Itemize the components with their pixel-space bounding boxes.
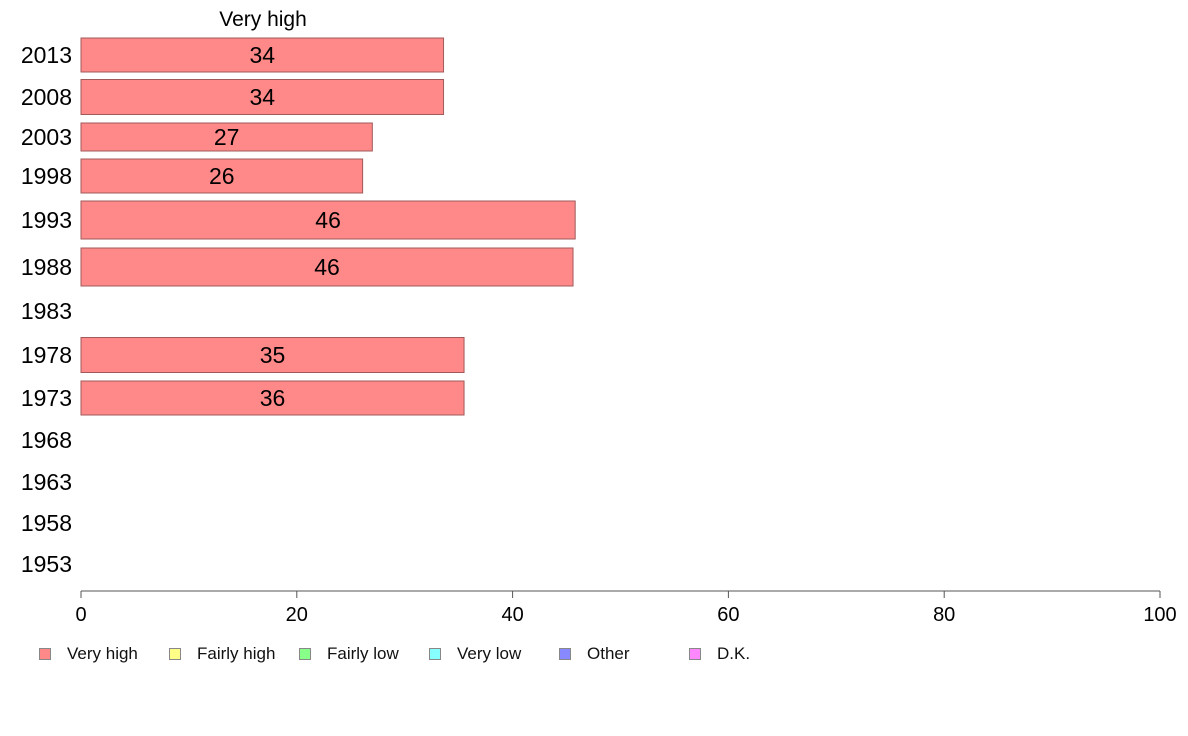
legend-label: Other <box>587 644 630 663</box>
bar <box>80 247 574 287</box>
x-tick-label: 0 <box>75 604 86 626</box>
legend-label: Very high <box>67 644 138 663</box>
category-label: 1963 <box>21 469 72 495</box>
category-label: 1993 <box>21 207 72 233</box>
bar <box>80 79 445 115</box>
legend-label: Fairly low <box>327 644 399 663</box>
legend: Very high Fairly high Fairly low Very low Ot… <box>39 644 1139 666</box>
bar-chart-svg: Very high 2013 34 2008 34 2003 27 1998 26 1993 46 1… <box>21 8 1177 626</box>
legend-label: D.K. <box>717 644 751 663</box>
bar <box>80 200 576 240</box>
legend-swatch <box>689 648 701 660</box>
category-label: 1978 <box>21 342 72 368</box>
legend-label: Very low <box>457 644 522 663</box>
legend-item: Very low <box>429 644 521 664</box>
category-label: 1983 <box>21 298 72 324</box>
x-tick-label: 80 <box>933 604 955 626</box>
legend-swatch <box>429 648 441 660</box>
category-label: 2013 <box>21 42 72 68</box>
legend-item: Other <box>559 644 630 664</box>
bar <box>80 337 465 373</box>
category-label: 1998 <box>21 163 72 189</box>
x-tick-label: 100 <box>1143 604 1176 626</box>
legend-item: Fairly high <box>169 644 275 664</box>
data-label: 46 <box>314 254 340 280</box>
legend-swatch <box>169 648 181 660</box>
category-label: 2003 <box>21 124 72 150</box>
category-label: 1958 <box>21 510 72 536</box>
x-tick-label: 60 <box>717 604 739 626</box>
legend-swatch <box>559 648 571 660</box>
data-label: 27 <box>214 124 240 150</box>
legend-swatch <box>299 648 311 660</box>
legend-label: Fairly high <box>197 644 276 663</box>
data-label: 35 <box>260 342 286 368</box>
category-label: 1968 <box>21 427 72 453</box>
category-label: 2008 <box>21 84 72 110</box>
category-label: 1988 <box>21 254 72 280</box>
data-label: 34 <box>249 84 275 110</box>
legend-item: Very high <box>39 644 138 664</box>
bar <box>80 380 465 416</box>
data-label: 36 <box>260 385 286 411</box>
legend-item: Fairly low <box>299 644 399 664</box>
x-tick-label: 20 <box>286 604 308 626</box>
data-label: 46 <box>315 207 341 233</box>
chart-title: Very high <box>219 8 307 31</box>
bar <box>80 122 373 152</box>
legend-swatch <box>39 648 51 660</box>
category-label: 1953 <box>21 551 72 577</box>
data-label: 34 <box>249 42 275 68</box>
data-label: 26 <box>209 163 235 189</box>
category-label: 1973 <box>21 385 72 411</box>
bar <box>80 158 364 194</box>
legend-item: D.K. <box>689 644 750 664</box>
x-tick-label: 40 <box>501 604 523 626</box>
bar <box>80 37 445 73</box>
